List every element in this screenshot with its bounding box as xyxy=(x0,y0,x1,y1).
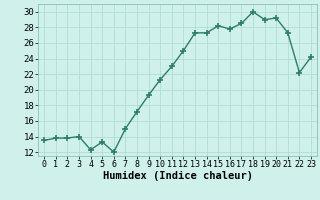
X-axis label: Humidex (Indice chaleur): Humidex (Indice chaleur) xyxy=(103,171,252,181)
